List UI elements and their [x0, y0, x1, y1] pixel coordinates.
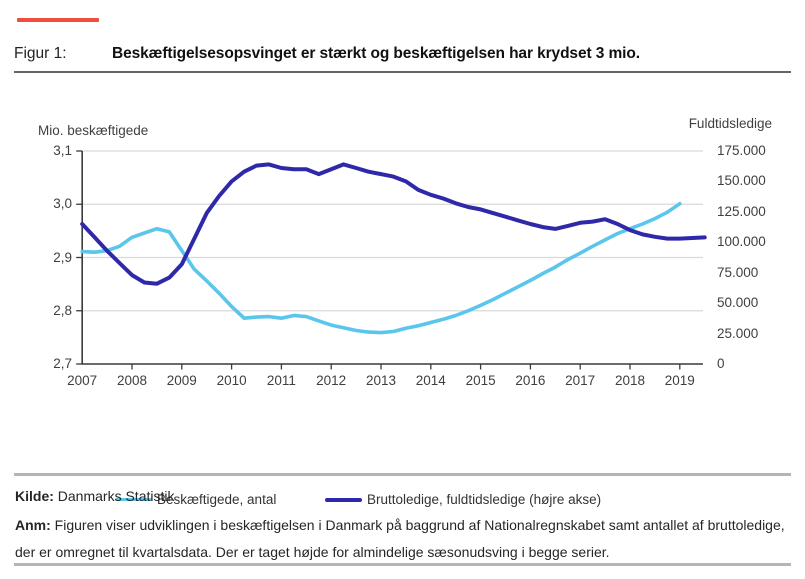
note-label: Anm: [15, 517, 51, 533]
right-axis-tick-label: 0 [717, 356, 725, 371]
figure-header: Figur 1: Beskæftigelsesopsvinget er stærk… [14, 44, 794, 63]
x-axis-tick-label: 2009 [166, 373, 197, 388]
x-axis-tick-label: 2015 [465, 373, 496, 388]
left-axis-tick-label: 3,0 [53, 196, 72, 212]
header-divider [14, 71, 791, 73]
legend-item-unemployment: Bruttoledige, fuldtidsledige (højre akse… [325, 492, 601, 507]
note-block: Anm: Figuren viser udviklingen i beskæft… [15, 512, 794, 565]
right-axis-tick-label: 25.000 [717, 325, 759, 341]
right-axis-tick-label: 75.000 [717, 264, 759, 280]
right-axis-tick-label: 50.000 [717, 295, 759, 311]
left-axis-tick-label: 2,9 [53, 249, 72, 265]
left-axis-tick-label: 2,8 [53, 302, 72, 318]
chart-region: Mio. beskæftigede Fuldtidsledige 3,1 3,0 2… [0, 80, 805, 410]
right-axis-tick-label: 100.000 [717, 234, 766, 250]
unemployment-line [80, 162, 707, 286]
figure-label: Figur 1: [14, 45, 67, 62]
right-axis-tick-label: 125.000 [717, 203, 766, 219]
x-axis-tick-label: 2014 [415, 373, 446, 388]
left-axis-title: Mio. beskæftigede [38, 123, 149, 138]
right-axis-tick-label: 175.000 [717, 143, 766, 158]
x-axis-tick-label: 2013 [365, 373, 397, 388]
note-text: Figuren viser udviklingen i beskæftigels… [15, 517, 785, 560]
x-axis-tick-label: 2011 [266, 373, 296, 388]
brand-accent-bar [17, 18, 99, 22]
x-axis-tick-label: 2012 [316, 373, 347, 388]
employment-line [80, 201, 682, 335]
source-line: Kilde: Danmarks Statistik [15, 487, 794, 505]
legend-label-employment: Beskæftigede, antal [157, 492, 277, 507]
x-axis-tick-label: 2016 [515, 373, 546, 388]
source-text: Danmarks Statistik [53, 488, 175, 504]
employment-line-swatch-icon [115, 497, 152, 502]
x-axis-tick-label: 2007 [67, 373, 98, 388]
x-axis-tick-label: 2017 [565, 373, 596, 388]
unemployment-line-swatch-icon [325, 497, 362, 502]
x-axis-tick-label: 2010 [216, 373, 247, 388]
legend-label-unemployment: Bruttoledige, fuldtidsledige (højre akse… [367, 492, 602, 507]
x-axis-tick-label: 2019 [664, 373, 695, 388]
right-axis-title: Fuldtidsledige [688, 116, 772, 131]
x-axis-tick-label: 2008 [116, 373, 148, 388]
source-label: Kilde: [15, 488, 54, 504]
chart-legend: Beskæftigede, antal Bruttoledige, fuldti… [0, 492, 805, 512]
left-axis-tick-label: 2,7 [53, 356, 72, 371]
footer-divider-top [14, 473, 791, 476]
line-chart [76, 150, 707, 370]
footer-divider-bottom [14, 563, 791, 566]
left-axis-tick-label: 3,1 [53, 143, 72, 158]
right-axis-tick-label: 150.000 [717, 173, 766, 189]
x-axis-tick-label: 2018 [614, 373, 646, 388]
legend-item-employment: Beskæftigede, antal [115, 492, 276, 507]
figure-title: Beskæftigelsesopsvinget er stærkt og bes… [112, 45, 640, 62]
